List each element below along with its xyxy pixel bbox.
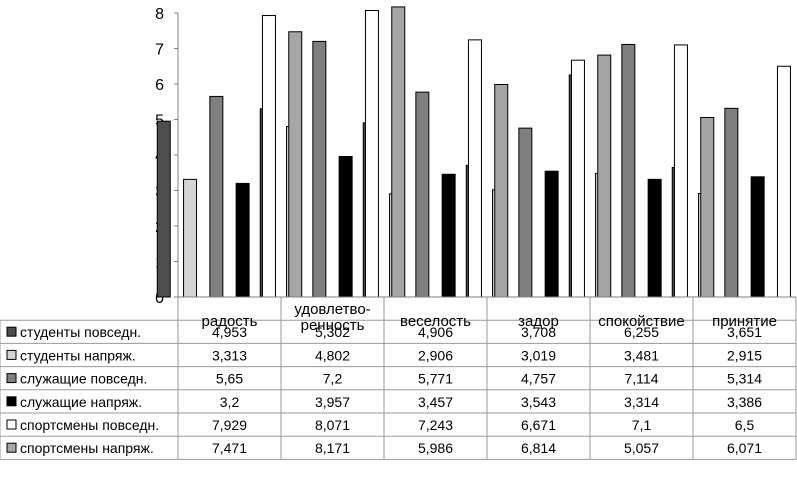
bar [597,54,612,298]
bar [673,44,688,298]
data-label: 7,114 [625,371,659,387]
data-label: 7,1 [632,417,652,433]
bar [415,91,430,298]
legend-label: спортсмены напряж. [20,440,154,456]
legend-swatch [6,442,17,453]
bar [183,178,198,298]
bar [570,59,585,298]
legend-swatch [6,326,17,337]
x-tick-label: принятие [712,313,777,330]
y-tick-label: 6 [155,77,164,94]
bar [391,6,406,298]
data-label: 3,457 [418,394,453,410]
data-label: 2,906 [418,347,453,363]
y-tick-label: 8 [155,6,164,23]
x-tick-label: спокойствие [598,313,684,330]
data-label: 3,481 [624,347,659,363]
legend-swatch [6,396,17,407]
data-label: 5,986 [418,440,453,456]
data-label: 3,314 [624,394,659,410]
x-tick-label: радость [202,313,258,330]
data-label: 4,953 [212,324,247,340]
data-label: 7,243 [418,417,453,433]
bar [312,40,327,298]
data-label: 5,057 [624,440,659,456]
bar [288,31,303,298]
legend-label: спортсмены повседн. [20,417,159,433]
data-label: 6,5 [735,417,755,433]
bar [338,156,353,298]
bar [156,120,171,298]
bar [261,15,276,298]
data-label: 5,314 [727,371,762,387]
legend-swatch [6,349,17,360]
legend-label: служащие напряж. [20,394,142,410]
data-label: 6,814 [521,440,556,456]
data-label: 5,771 [418,371,453,387]
y-tick-label: 7 [155,42,164,59]
bar [750,176,765,298]
bar [209,95,224,298]
bar [776,65,791,298]
data-label: 5,65 [216,371,243,387]
x-tick-label: задор [518,313,559,330]
data-label: 3,019 [521,347,556,363]
bar [544,170,559,298]
y-tick-label: 0 [155,290,164,307]
data-label: 2,915 [727,347,762,363]
data-label: 6,071 [727,440,762,456]
bar [647,178,662,298]
bar [494,83,509,298]
data-label: 3,708 [521,324,556,340]
data-label: 8,071 [315,417,350,433]
data-label: 3,313 [212,347,247,363]
data-label: 3,386 [727,394,762,410]
bar [364,9,379,298]
bar [518,127,533,298]
legend-label: служащие повседн. [20,371,147,387]
data-label: 4,802 [315,347,350,363]
bar [235,182,250,298]
data-label: 7,2 [323,371,343,387]
data-label: 6,255 [624,324,659,340]
data-label: 3,2 [220,394,240,410]
x-tick-label: удовлетво- [294,301,370,318]
data-label: 7,929 [212,417,247,433]
data-label: 7,471 [212,440,247,456]
data-label: 3,651 [727,324,762,340]
legend-swatch [6,373,17,384]
bar [700,116,715,298]
data-label: 4,906 [418,324,453,340]
bar [621,43,636,298]
data-label: 5,302 [315,324,350,340]
legend-label: студенты повседн. [20,324,141,340]
legend-label: студенты напряж. [20,347,136,363]
bar [467,39,482,298]
data-label: 8,171 [315,440,350,456]
data-label: 6,671 [521,417,556,433]
legend-swatch [6,419,17,430]
x-tick-label: ренность [301,317,365,334]
bar [724,107,739,298]
data-label: 3,543 [521,394,556,410]
data-label: 4,757 [521,371,556,387]
x-tick-label: веселость [400,313,471,330]
data-label: 3,957 [315,394,350,410]
bar [441,173,456,298]
